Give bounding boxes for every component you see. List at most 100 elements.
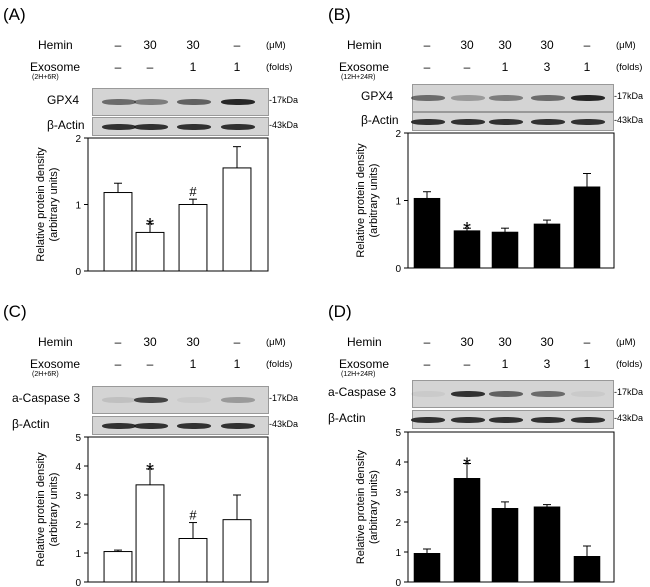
blot-band	[531, 391, 565, 397]
actin-blot-label: β-Actin	[361, 112, 399, 127]
y-tick-label: 2	[75, 520, 81, 531]
hemin-value: 30	[143, 335, 157, 349]
target-blot-label: GPX4	[47, 93, 80, 107]
exosome-value: –	[423, 60, 431, 74]
exosome-protocol: (12H+24R)	[341, 74, 376, 81]
exosome-protocol: (12H+24R)	[341, 371, 376, 378]
actin-blot-label: β-Actin	[47, 117, 85, 132]
actin-blot	[92, 117, 269, 136]
bar-chart: 0 1 2 Relative protein density (arbitrary un…	[355, 129, 615, 275]
exosome-value: 1	[583, 60, 591, 74]
blot-band	[221, 99, 255, 105]
exosome-value: 1	[501, 357, 509, 371]
blot-band	[411, 118, 445, 125]
exosome-value: –	[146, 357, 154, 371]
blot-band	[177, 123, 211, 130]
target-blot	[92, 386, 269, 414]
blot-band	[134, 397, 168, 403]
bar	[573, 556, 601, 583]
y-tick-label: 1	[75, 549, 81, 560]
panel-a: (A) Hemin Exosome (2H+6R) – 30 30 – – – 1 1 (μM) (fol…	[0, 0, 325, 290]
bar	[103, 551, 133, 583]
y-tick-label: 2	[75, 134, 81, 145]
target-blot	[411, 380, 614, 408]
bar	[453, 230, 481, 269]
hemin-value: 30	[498, 335, 512, 349]
hemin-value: 30	[186, 335, 200, 349]
target-blot-kda: -17kDa	[269, 95, 299, 105]
blot-band	[571, 416, 605, 423]
actin-blot	[411, 410, 614, 429]
blot-band	[451, 118, 485, 125]
actin-blot	[92, 416, 269, 435]
y-tick-label: 3	[75, 491, 81, 502]
panel-b: (B) Hemin Exosome (12H+24R) – 30 30 30 – – – 1 3 1 (μM…	[325, 0, 650, 290]
actin-blot-kda: -43kDa	[614, 412, 644, 423]
y-tick-label: 4	[75, 462, 81, 473]
target-blot	[411, 84, 614, 112]
y-axis-label: Relative protein density	[355, 143, 367, 258]
exosome-unit: (folds)	[616, 62, 643, 73]
blot-band	[411, 95, 445, 101]
blot-band	[177, 99, 211, 105]
hemin-value: –	[423, 335, 431, 349]
target-blot-label: GPX4	[361, 89, 394, 103]
panel-d: (D) Hemin Exosome (12H+24R) – 30 30 30 – – – 1 3 1 (μM…	[325, 297, 650, 587]
blot-band	[134, 123, 168, 130]
blot-band	[221, 397, 255, 403]
significance-asterisk: *	[463, 455, 471, 477]
hemin-value: 30	[540, 335, 554, 349]
bar	[135, 484, 165, 583]
blot-band	[411, 391, 445, 397]
exosome-value: –	[463, 357, 471, 371]
hemin-value: –	[233, 38, 241, 52]
hemin-label: Hemin	[347, 335, 382, 349]
y-tick-label: 2	[395, 518, 401, 529]
exosome-unit: (folds)	[616, 359, 643, 370]
hemin-value: 30	[186, 38, 200, 52]
bar	[135, 231, 165, 272]
bar	[222, 167, 252, 272]
blot-band	[134, 99, 168, 105]
panel-label: (D)	[328, 302, 352, 321]
blot-band	[451, 95, 485, 101]
exosome-protocol: (2H+6R)	[32, 74, 59, 81]
hemin-value: –	[114, 335, 122, 349]
plot-frame	[87, 436, 269, 583]
y-axis-label: Relative protein density	[355, 449, 367, 564]
hemin-value: 30	[460, 335, 474, 349]
y-tick-label: 0	[395, 264, 401, 275]
exosome-value: 3	[543, 357, 551, 371]
exosome-value: –	[114, 357, 122, 371]
exosome-label: Exosome	[339, 60, 390, 74]
bar	[573, 186, 601, 269]
y-tick-label: 3	[395, 488, 401, 499]
bar	[178, 538, 208, 583]
blot-band	[177, 422, 211, 429]
exosome-value: –	[463, 60, 471, 74]
blot-band	[531, 95, 565, 101]
blot-band	[571, 118, 605, 125]
blot-band	[102, 397, 136, 403]
panel-label: (A)	[3, 5, 26, 24]
exosome-value: 1	[189, 60, 197, 74]
exosome-value: –	[114, 60, 122, 74]
hemin-value: –	[114, 38, 122, 52]
panel-c: (C) Hemin Exosome (2H+6R) – 30 30 – – – 1 1 (μM) (fol…	[0, 297, 325, 587]
target-blot	[92, 88, 269, 116]
hemin-value: –	[423, 38, 431, 52]
target-blot-label: a-Caspase 3	[12, 391, 81, 405]
blot-band	[531, 416, 565, 423]
exosome-value: 1	[233, 60, 241, 74]
significance-asterisk: *	[146, 460, 154, 482]
blot-band	[451, 391, 485, 397]
target-blot-kda: -17kDa	[614, 91, 644, 101]
y-tick-label: 0	[75, 267, 81, 278]
hemin-label: Hemin	[347, 38, 382, 52]
bar	[103, 192, 133, 272]
blot-band	[489, 95, 523, 101]
bar	[413, 553, 441, 583]
exosome-value: –	[146, 60, 154, 74]
target-blot-kda: -17kDa	[614, 387, 644, 397]
